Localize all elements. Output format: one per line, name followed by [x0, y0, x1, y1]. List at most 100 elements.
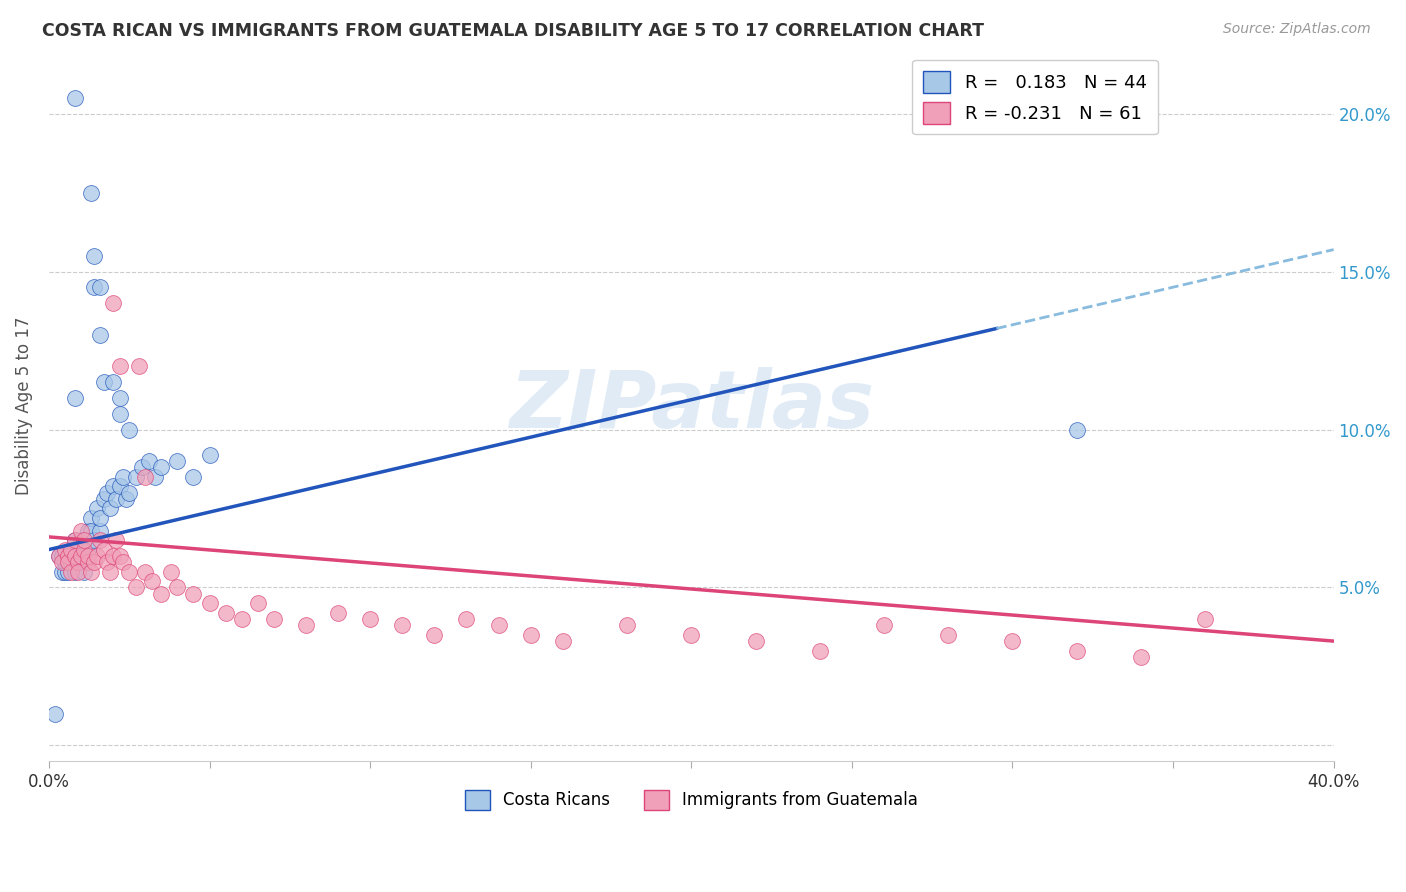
Point: [63, 549, 86, 563]
Point: [128, 359, 150, 374]
Point: [93, 542, 115, 557]
Point: [58, 549, 80, 563]
Point: [103, 479, 125, 493]
Point: [51, 565, 73, 579]
Point: [166, 454, 188, 468]
Point: [70, 549, 93, 563]
Point: [80, 524, 103, 538]
Point: [70, 524, 93, 538]
Point: [808, 643, 831, 657]
Point: [423, 628, 446, 642]
Point: [51, 555, 73, 569]
Point: [89, 280, 111, 294]
Point: [89, 511, 111, 525]
Legend: Costa Ricans, Immigrants from Guatemala: Costa Ricans, Immigrants from Guatemala: [458, 783, 924, 817]
Y-axis label: Disability Age 5 to 17: Disability Age 5 to 17: [15, 317, 32, 495]
Point: [166, 581, 188, 595]
Point: [66, 549, 89, 563]
Point: [98, 501, 121, 516]
Point: [115, 491, 138, 506]
Point: [96, 485, 118, 500]
Point: [108, 407, 131, 421]
Point: [108, 391, 131, 405]
Point: [80, 186, 103, 200]
Point: [48, 549, 70, 563]
Point: [76, 524, 98, 538]
Point: [873, 618, 896, 632]
Point: [96, 555, 118, 569]
Point: [111, 470, 134, 484]
Point: [83, 249, 105, 263]
Point: [58, 549, 80, 563]
Point: [263, 612, 285, 626]
Point: [63, 533, 86, 547]
Point: [80, 565, 103, 579]
Point: [89, 524, 111, 538]
Point: [105, 533, 128, 547]
Point: [105, 491, 128, 506]
Point: [198, 448, 221, 462]
Point: [141, 574, 163, 588]
Point: [246, 596, 269, 610]
Text: COSTA RICAN VS IMMIGRANTS FROM GUATEMALA DISABILITY AGE 5 TO 17 CORRELATION CHAR: COSTA RICAN VS IMMIGRANTS FROM GUATEMALA…: [42, 22, 984, 40]
Point: [214, 606, 236, 620]
Point: [125, 470, 148, 484]
Point: [1066, 423, 1088, 437]
Point: [93, 491, 115, 506]
Point: [519, 628, 541, 642]
Point: [60, 565, 83, 579]
Point: [118, 423, 141, 437]
Point: [86, 501, 108, 516]
Point: [1129, 649, 1152, 664]
Point: [58, 565, 80, 579]
Point: [73, 555, 96, 569]
Point: [103, 549, 125, 563]
Point: [160, 565, 183, 579]
Point: [53, 542, 76, 557]
Point: [98, 565, 121, 579]
Point: [143, 470, 166, 484]
Point: [51, 549, 73, 563]
Point: [108, 549, 131, 563]
Point: [118, 565, 141, 579]
Point: [551, 634, 574, 648]
Point: [48, 549, 70, 563]
Point: [83, 280, 105, 294]
Point: [231, 612, 253, 626]
Point: [60, 555, 83, 569]
Point: [295, 618, 318, 632]
Point: [150, 460, 173, 475]
Point: [60, 542, 83, 557]
Point: [63, 533, 86, 547]
Point: [76, 555, 98, 569]
Point: [1066, 643, 1088, 657]
Point: [198, 596, 221, 610]
Point: [66, 555, 89, 569]
Point: [58, 555, 80, 569]
Point: [456, 612, 478, 626]
Point: [744, 634, 766, 648]
Point: [66, 555, 89, 569]
Point: [108, 359, 131, 374]
Point: [76, 549, 98, 563]
Point: [134, 470, 156, 484]
Point: [63, 565, 86, 579]
Point: [131, 460, 153, 475]
Point: [681, 628, 703, 642]
Point: [70, 542, 93, 557]
Point: [89, 533, 111, 547]
Point: [1001, 634, 1024, 648]
Point: [63, 391, 86, 405]
Point: [53, 555, 76, 569]
Point: [80, 511, 103, 525]
Point: [63, 91, 86, 105]
Point: [183, 470, 205, 484]
Point: [134, 565, 156, 579]
Point: [326, 606, 349, 620]
Point: [60, 542, 83, 557]
Point: [616, 618, 638, 632]
Point: [391, 618, 413, 632]
Point: [103, 375, 125, 389]
Point: [93, 375, 115, 389]
Point: [70, 533, 93, 547]
